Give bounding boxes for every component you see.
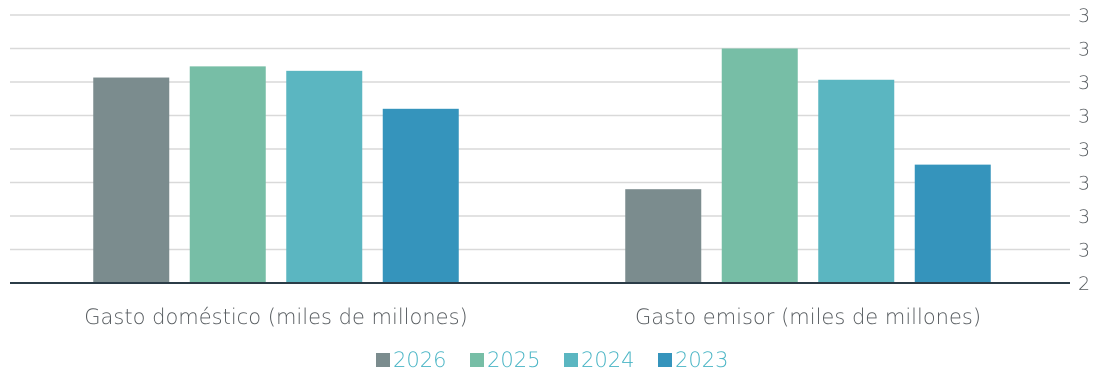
legend-label-2025: 2025 [487, 348, 540, 372]
y-tick-labels: 2 3 3 3 3 3 3 3 3 [1078, 5, 1090, 295]
bar-2025-0 [189, 66, 266, 283]
grid-lines [10, 14, 1070, 251]
y-tick-label: 3 [1078, 106, 1090, 128]
legend-label-2023: 2023 [675, 348, 728, 372]
legend-swatch-2025 [470, 353, 484, 367]
y-tick-label: 3 [1078, 240, 1090, 262]
bar-2025-1 [721, 48, 798, 283]
y-tick-label: 2 [1078, 273, 1090, 295]
legend-swatch-2024 [564, 353, 578, 367]
legend: 2026 2025 2024 2023 [376, 348, 728, 372]
category-labels: Gasto doméstico (miles de millones) Gasto… [84, 305, 981, 329]
y-tick-label: 3 [1078, 5, 1090, 27]
y-tick-label: 3 [1078, 72, 1090, 94]
bar-2023-0 [382, 108, 459, 283]
category-label: Gasto doméstico (miles de millones) [84, 305, 467, 329]
category-label: Gasto emisor (miles de millones) [635, 305, 981, 329]
legend-swatch-2026 [376, 353, 390, 367]
y-tick-label: 3 [1078, 173, 1090, 195]
bar-2023-1 [914, 164, 991, 283]
legend-label-2026: 2026 [393, 348, 446, 372]
bar-2024-1 [818, 79, 895, 284]
legend-label-2024: 2024 [581, 348, 634, 372]
bars [93, 48, 991, 284]
y-tick-label: 3 [1078, 139, 1090, 161]
bar-2024-0 [286, 70, 363, 283]
bar-2026-0 [93, 77, 170, 284]
y-tick-label: 3 [1078, 39, 1090, 61]
legend-swatch-2023 [658, 353, 672, 367]
y-tick-label: 3 [1078, 206, 1090, 228]
bar-2026-1 [625, 189, 702, 283]
